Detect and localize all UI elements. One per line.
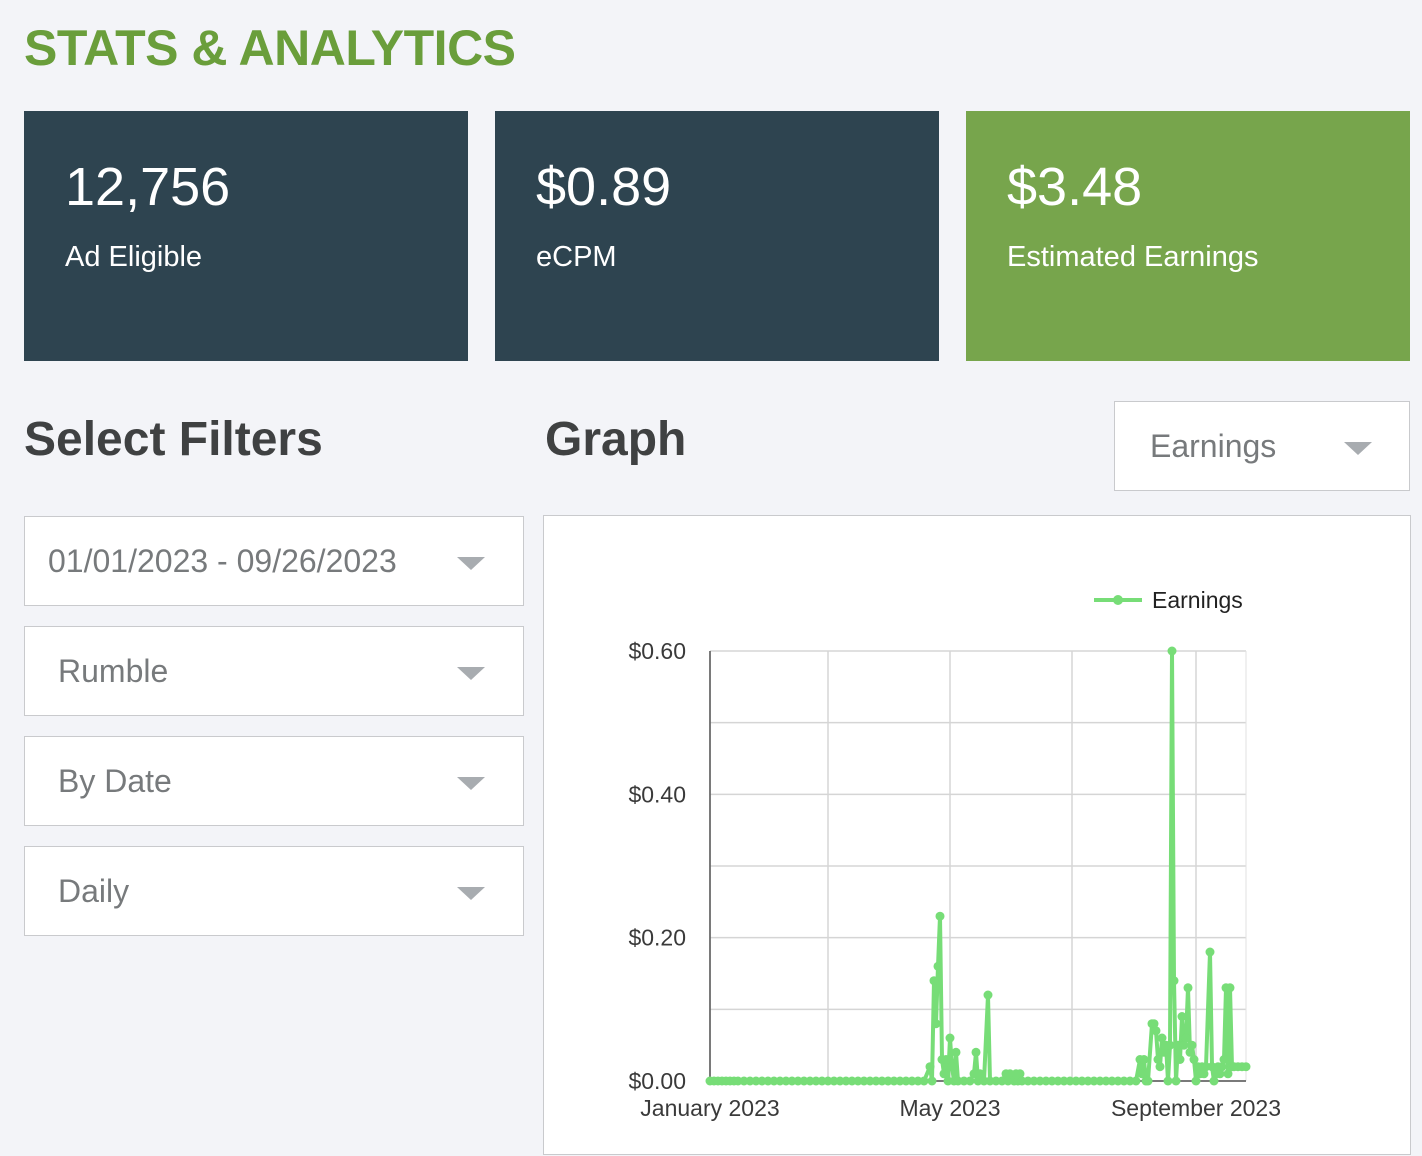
interval-select[interactable]: Daily bbox=[24, 846, 524, 936]
x-tick-label: May 2023 bbox=[899, 1095, 1000, 1121]
date-range-value: 01/01/2023 - 09/26/2023 bbox=[48, 542, 397, 579]
y-tick-label: $0.40 bbox=[628, 781, 686, 807]
date-range-select[interactable]: 01/01/2023 - 09/26/2023 bbox=[24, 516, 524, 606]
data-point bbox=[975, 1069, 985, 1079]
data-point bbox=[1177, 1012, 1187, 1021]
data-point bbox=[1165, 1040, 1175, 1050]
data-point bbox=[971, 1047, 981, 1057]
y-tick-label: $0.60 bbox=[628, 638, 686, 664]
data-point bbox=[1163, 1076, 1173, 1086]
chevron-down-icon bbox=[1344, 442, 1372, 455]
data-point bbox=[1155, 1062, 1165, 1072]
stat-value: 12,756 bbox=[65, 157, 231, 217]
chart-panel: $0.00 $0.20 $0.40 $0.60 January 2023 May 2023… bbox=[543, 515, 1411, 1155]
stat-card-ad-eligible: 12,756 Ad Eligible bbox=[24, 111, 468, 361]
data-point bbox=[1209, 1076, 1219, 1086]
data-point bbox=[945, 1033, 955, 1043]
data-point bbox=[1205, 947, 1215, 957]
stat-card-ecpm: $0.89 eCPM bbox=[495, 111, 939, 361]
data-point bbox=[931, 1019, 941, 1029]
stat-value: $0.89 bbox=[536, 157, 672, 217]
data-point bbox=[1167, 646, 1177, 656]
chevron-down-icon bbox=[457, 777, 485, 790]
chevron-down-icon bbox=[457, 667, 485, 680]
graph-heading: Graph bbox=[545, 413, 687, 466]
data-point bbox=[1199, 1069, 1209, 1079]
data-point bbox=[1219, 1055, 1229, 1064]
data-point bbox=[1189, 1055, 1199, 1064]
data-point bbox=[1157, 1033, 1167, 1043]
data-point bbox=[1139, 1055, 1149, 1064]
data-point bbox=[1151, 1026, 1161, 1036]
data-point bbox=[933, 961, 943, 971]
data-point bbox=[1185, 1047, 1195, 1057]
data-point bbox=[939, 1069, 949, 1079]
data-point bbox=[1137, 1069, 1147, 1079]
group-by-select[interactable]: By Date bbox=[24, 736, 524, 826]
metric-select[interactable]: Earnings bbox=[1114, 401, 1410, 491]
platform-select[interactable]: Rumble bbox=[24, 626, 524, 716]
x-tick-label: January 2023 bbox=[640, 1095, 779, 1121]
data-point bbox=[1169, 976, 1179, 986]
data-point bbox=[935, 911, 945, 921]
metric-select-value: Earnings bbox=[1150, 427, 1277, 464]
data-point bbox=[919, 1076, 929, 1086]
legend-label: Earnings bbox=[1152, 587, 1243, 613]
data-point bbox=[1159, 1047, 1169, 1057]
chevron-down-icon bbox=[457, 557, 485, 570]
data-point bbox=[947, 1062, 957, 1072]
stat-label: eCPM bbox=[536, 241, 617, 273]
x-tick-label: September 2023 bbox=[1111, 1095, 1281, 1121]
data-point bbox=[1149, 1019, 1159, 1029]
chevron-down-icon bbox=[457, 887, 485, 900]
data-point bbox=[1187, 1040, 1197, 1050]
data-point bbox=[1015, 1069, 1025, 1079]
data-point bbox=[1171, 1076, 1181, 1086]
data-point bbox=[1175, 1055, 1185, 1064]
data-point bbox=[1179, 1040, 1189, 1050]
data-point bbox=[1131, 1076, 1141, 1086]
data-point bbox=[965, 1076, 975, 1086]
earnings-line-chart: $0.00 $0.20 $0.40 $0.60 January 2023 May 2023… bbox=[628, 587, 1281, 1121]
data-point bbox=[1191, 1076, 1201, 1086]
data-point bbox=[1143, 1076, 1153, 1086]
data-point bbox=[1223, 1069, 1233, 1079]
data-point bbox=[1217, 1062, 1227, 1072]
data-point bbox=[941, 1055, 951, 1064]
stat-label: Ad Eligible bbox=[65, 241, 203, 273]
data-point bbox=[1183, 983, 1193, 993]
platform-value: Rumble bbox=[58, 652, 169, 689]
interval-value: Daily bbox=[58, 872, 130, 909]
stat-value: $3.48 bbox=[1007, 157, 1143, 217]
data-point bbox=[929, 976, 939, 986]
data-point bbox=[1241, 1062, 1251, 1072]
data-point bbox=[951, 1047, 961, 1057]
data-point bbox=[925, 1062, 935, 1072]
data-point bbox=[1153, 1055, 1163, 1064]
group-by-value: By Date bbox=[58, 762, 172, 799]
stat-label: Estimated Earnings bbox=[1007, 241, 1259, 273]
stat-card-estimated-earnings: $3.48 Estimated Earnings bbox=[966, 111, 1410, 361]
legend-swatch-dot bbox=[1113, 595, 1123, 605]
y-tick-label: $0.20 bbox=[628, 925, 686, 951]
filters-heading: Select Filters bbox=[24, 413, 323, 466]
data-point bbox=[1215, 1069, 1225, 1079]
page-title: STATS & ANALYTICS bbox=[24, 20, 516, 76]
y-tick-label: $0.00 bbox=[628, 1068, 686, 1094]
data-point bbox=[1181, 1033, 1191, 1043]
data-point bbox=[927, 1076, 937, 1086]
data-point bbox=[1225, 983, 1235, 993]
data-point bbox=[983, 990, 993, 1000]
